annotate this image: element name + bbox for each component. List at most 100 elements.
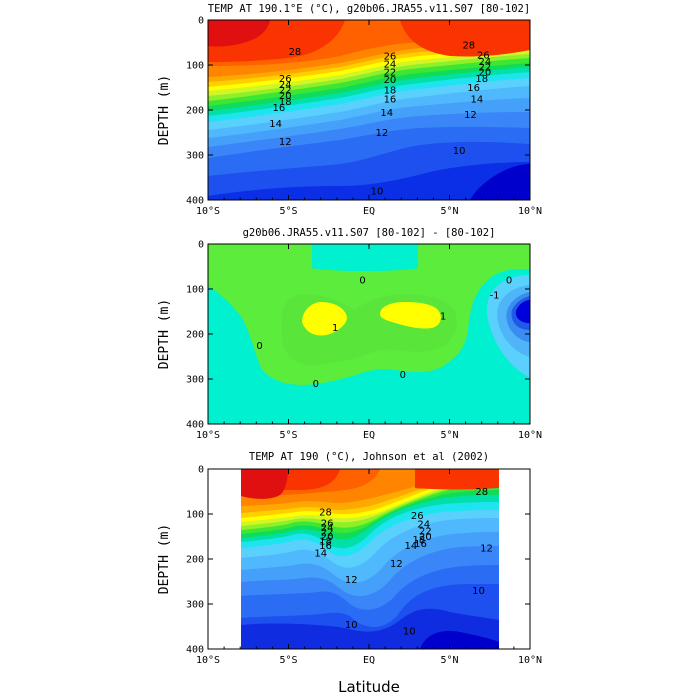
contour-label: 16 [319, 541, 332, 552]
contour-label: 18 [319, 537, 332, 548]
contour-label: 28 [289, 47, 302, 58]
x-tick-label: 10°N [518, 206, 542, 217]
field-band [312, 244, 418, 271]
contour-label: 28 [475, 487, 488, 498]
x-tick-label: EQ [363, 655, 375, 666]
contour-label: 0 [506, 276, 512, 287]
contour-label: 20 [419, 532, 432, 543]
contour-label: 24 [279, 80, 292, 91]
contour-label: 28 [462, 40, 475, 51]
y-tick-label: 400 [186, 420, 204, 431]
contour-label: 26 [477, 51, 490, 62]
y-tick-label: 400 [186, 645, 204, 656]
contour-label: 12 [376, 128, 389, 139]
panel-3: TEMP AT 190 (°C), Johnson et al (2002) [157, 451, 542, 696]
contour-label: 0 [256, 341, 262, 352]
x-tick-label: EQ [363, 206, 375, 217]
panel-1: TEMP AT 190.1°E (°C), g20b06.JRA55.v11.S… [157, 3, 542, 217]
panel-2-ylabel: DEPTH (m) [157, 299, 172, 369]
contour-label: 24 [417, 519, 430, 530]
x-tick-label: 10°S [196, 655, 220, 666]
contour-label: 1 [332, 323, 338, 334]
contour-label: 14 [471, 94, 484, 105]
contour-label: 22 [479, 62, 492, 73]
panel-1-contour-labels: 2828262422201816141226242220181614122624… [269, 40, 491, 197]
contour-label: 18 [384, 85, 397, 96]
contour-label: 26 [321, 519, 334, 530]
contour-label: 20 [479, 68, 492, 79]
contour-label: 24 [384, 60, 397, 71]
panel-2: g20b06.JRA55.v11.S07 [80-102] - [80-102]… [157, 227, 542, 441]
contour-label: 18 [279, 97, 292, 108]
y-tick-label: 200 [186, 555, 204, 566]
panel-1-title: TEMP AT 190.1°E (°C), g20b06.JRA55.v11.S… [208, 3, 530, 15]
contour-label: 14 [269, 119, 282, 130]
contour-label: 12 [464, 110, 477, 121]
x-tick-label: 5°S [279, 206, 297, 217]
field-band [302, 302, 347, 336]
x-tick-label: 10°N [518, 655, 542, 666]
y-tick-label: 300 [186, 600, 204, 611]
y-tick-label: 0 [198, 16, 204, 27]
y-tick-label: 100 [186, 510, 204, 521]
contour-label: 18 [475, 74, 488, 85]
panel-2-field [208, 244, 530, 424]
contour-label: 18 [413, 535, 426, 546]
contour-label: 26 [279, 74, 292, 85]
x-tick-label: 5°N [440, 206, 458, 217]
contour-label: 28 [319, 507, 332, 518]
y-tick-label: 300 [186, 151, 204, 162]
contour-label: 14 [380, 108, 393, 119]
contour-label: 0 [313, 379, 319, 390]
panel-3-ylabel: DEPTH (m) [157, 524, 172, 594]
contour-label: 20 [279, 91, 292, 102]
y-tick-label: 0 [198, 240, 204, 251]
contour-label: 24 [321, 523, 334, 534]
y-tick-label: 100 [186, 285, 204, 296]
x-tick-label: 5°S [279, 430, 297, 441]
contour-label: 24 [479, 57, 492, 68]
contour-label: 12 [345, 575, 358, 586]
panel-2-contour-labels: 0 0 0 0 0 1 1 -1 [256, 276, 512, 391]
x-tick-label: 10°N [518, 430, 542, 441]
contour-label: 0 [400, 370, 406, 381]
x-tick-label: EQ [363, 430, 375, 441]
contour-label: 16 [467, 83, 480, 94]
x-tick-label: 5°S [279, 655, 297, 666]
contour-label: 10 [472, 586, 485, 597]
panel-3-title: TEMP AT 190 (°C), Johnson et al (2002) [249, 451, 489, 463]
y-tick-label: 200 [186, 106, 204, 117]
panel-3-contour-labels: 2828262422201816141226242220181614121210… [314, 487, 493, 638]
contour-label: 14 [314, 549, 327, 560]
field-band [208, 20, 270, 47]
contour-label: 20 [321, 532, 334, 543]
x-tick-label: 5°N [440, 655, 458, 666]
contour-label: 22 [321, 528, 334, 539]
y-tick-label: 0 [198, 465, 204, 476]
field-band [415, 469, 499, 490]
contour-label: 10 [345, 620, 358, 631]
x-tick-label: 10°S [196, 430, 220, 441]
x-tick-label: 10°S [196, 206, 220, 217]
contour-label: 26 [384, 52, 397, 63]
x-axis-label: Latitude [338, 678, 400, 696]
contour-label: 26 [411, 511, 424, 522]
contour-label: 1 [440, 312, 446, 323]
contour-label: 16 [272, 103, 285, 114]
contour-label: 10 [453, 146, 466, 157]
contour-label: 10 [403, 627, 416, 638]
contour-label: 22 [384, 67, 397, 78]
contour-label: 22 [279, 85, 292, 96]
panel-3-axes: 10°S 5°S EQ 5°N 10°N 0 100 200 300 400 [186, 465, 542, 667]
y-tick-label: 400 [186, 196, 204, 207]
contour-label: -1 [490, 290, 500, 301]
panel-1-field [208, 20, 530, 200]
contour-label: 12 [480, 543, 493, 554]
contour-label: 22 [419, 527, 432, 538]
contour-label: 10 [371, 187, 384, 198]
contour-label: 0 [359, 276, 365, 287]
y-tick-label: 300 [186, 375, 204, 386]
x-tick-label: 5°N [440, 430, 458, 441]
field-band [241, 469, 288, 499]
